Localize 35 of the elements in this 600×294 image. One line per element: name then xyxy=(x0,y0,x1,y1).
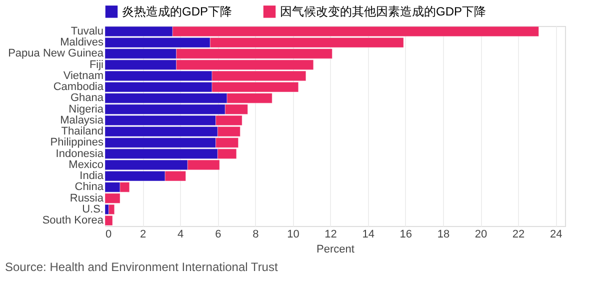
x-tick-label: 4 xyxy=(178,228,184,240)
y-tick-label: Ghana xyxy=(70,92,104,104)
x-tick-label: 6 xyxy=(215,228,222,240)
y-tick-label: Cambodia xyxy=(53,81,104,94)
x-tick-label: 20 xyxy=(474,228,488,240)
y-tick-label: U.S. xyxy=(82,203,104,216)
source-note: Source: Health and Environment International Trust xyxy=(5,260,278,274)
x-tick-label: 10 xyxy=(287,228,300,240)
y-tick-label: Vietnam xyxy=(63,70,104,82)
x-tick-label: 12 xyxy=(324,228,337,240)
y-tick-label: Mexico xyxy=(68,158,104,171)
y-tick-label: Philippines xyxy=(50,136,104,149)
x-tick-label: 22 xyxy=(512,228,525,240)
y-tick-label: Malaysia xyxy=(60,114,104,126)
x-tick-label: 16 xyxy=(400,228,412,240)
y-tick-label: Tuvalu xyxy=(70,25,104,38)
y-tick-label: South Korea xyxy=(42,214,104,227)
x-tick-label: 18 xyxy=(437,228,450,240)
x-tick-label: 0 xyxy=(106,228,112,240)
y-tick-label: Fiji xyxy=(89,58,104,71)
legend-label: 炎热造成的GDP下降 xyxy=(122,4,232,19)
y-tick-label: Papua New Guinea xyxy=(8,48,104,60)
y-tick-label: China xyxy=(74,181,104,194)
y-tick-label: India xyxy=(80,170,104,182)
legend-label: 因气候改变的其他因素造成的GDP下降 xyxy=(280,4,486,19)
x-axis-title: Percent xyxy=(316,244,354,256)
x-tick-label: 8 xyxy=(252,228,259,240)
y-tick-label: Russia xyxy=(70,192,104,204)
y-tick-label: Thailand xyxy=(61,126,104,138)
x-tick-label: 14 xyxy=(362,228,374,240)
y-tick-label: Nigeria xyxy=(68,103,104,116)
x-tick-label: 2 xyxy=(140,228,146,240)
y-tick-label: Indonesia xyxy=(56,148,104,160)
x-tick-label: 24 xyxy=(550,228,562,240)
y-tick-label: Maldives xyxy=(60,36,104,49)
